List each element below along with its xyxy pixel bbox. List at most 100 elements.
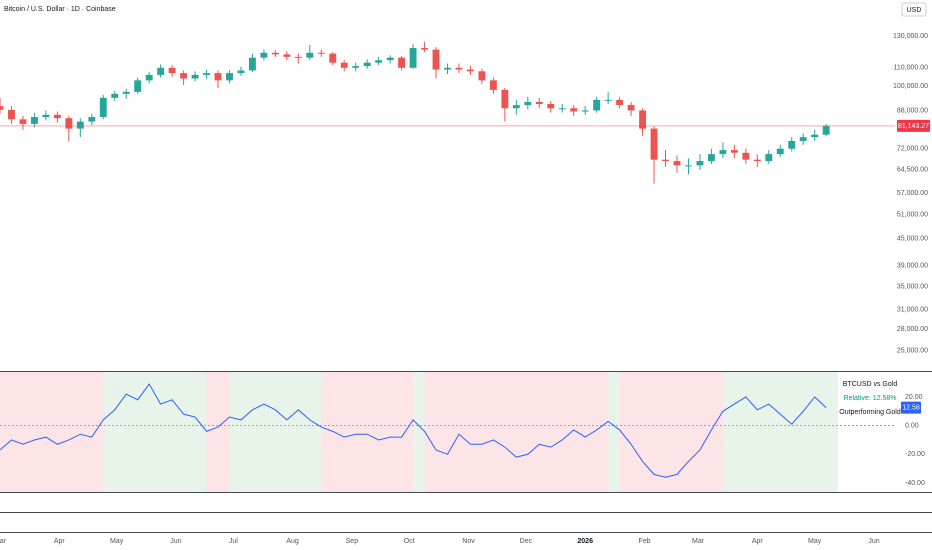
- regime-band: [757, 372, 770, 492]
- x-tick-label: Mar: [0, 538, 7, 545]
- regime-band: [114, 372, 127, 492]
- relative-line: [0, 383, 827, 478]
- regime-band: [321, 372, 334, 492]
- currency-button[interactable]: [901, 2, 927, 17]
- candle-body: [627, 105, 635, 111]
- regime-band: [562, 372, 575, 492]
- y-tick-label: 39,000.00: [897, 263, 928, 270]
- candle-body: [53, 114, 61, 119]
- regime-band: [585, 372, 597, 492]
- regime-band: [332, 372, 345, 492]
- candle-body: [0, 106, 4, 110]
- candle-body: [248, 57, 256, 71]
- candle-body: [260, 52, 268, 58]
- regime-band: [527, 372, 540, 492]
- candle-body: [467, 69, 474, 72]
- candle-body: [639, 110, 647, 129]
- regime-band: [252, 372, 265, 492]
- regime-band: [654, 372, 666, 492]
- regime-band: [263, 372, 276, 492]
- candle-body: [421, 48, 428, 50]
- candle-body: [524, 101, 532, 106]
- x-tick-label: Apr: [54, 538, 66, 545]
- candle-body: [558, 108, 566, 110]
- regime-band: [45, 372, 58, 492]
- regime-band: [436, 372, 448, 492]
- candle-body: [650, 128, 658, 160]
- regime-band: [745, 372, 758, 492]
- regime-band: [378, 372, 391, 492]
- x-tick-label: Aug: [286, 538, 299, 545]
- y-tick-label: 130,000.00: [893, 33, 928, 40]
- last-value-box: [901, 401, 921, 414]
- regime-band: [447, 372, 460, 492]
- x-tick-label: 2026: [577, 538, 593, 545]
- regime-band: [57, 372, 70, 492]
- regime-band: [734, 372, 747, 492]
- y-tick-label: 28,000.00: [897, 326, 928, 333]
- regime-band: [688, 372, 701, 492]
- x-tick-label: Feb: [638, 538, 650, 545]
- y-tick-label: 0.00: [905, 422, 919, 429]
- candle-body: [593, 99, 601, 111]
- candle-body: [375, 60, 383, 63]
- x-tick-label: Mar: [692, 538, 705, 545]
- regime-band: [275, 372, 288, 492]
- candle-body: [294, 56, 302, 58]
- candle-body: [30, 117, 38, 124]
- regime-band: [803, 372, 815, 492]
- candle-body: [788, 140, 796, 149]
- candle-body: [283, 54, 291, 57]
- candle-body: [685, 165, 692, 167]
- regime-band: [550, 372, 563, 492]
- regime-band: [596, 372, 609, 492]
- regime-band: [149, 372, 161, 492]
- regime-band: [126, 372, 138, 492]
- regime-band: [286, 372, 299, 492]
- last-price-label: 81,143.27: [898, 123, 929, 130]
- x-tick-label: May: [110, 538, 124, 545]
- y-tick-label: 25,000.00: [897, 348, 928, 355]
- candle-body: [765, 154, 773, 162]
- currency-label[interactable]: USD: [907, 7, 922, 14]
- regime-band: [298, 372, 311, 492]
- regime-band: [539, 372, 552, 492]
- candle-body: [696, 161, 704, 166]
- regime-band: [91, 372, 104, 492]
- candle-body: [157, 67, 165, 75]
- candle-body: [776, 148, 784, 155]
- indicator-value-text: Relative: 12.58%: [844, 395, 897, 402]
- y-tick-label: 45,000.00: [897, 235, 928, 242]
- candle-body: [730, 150, 738, 153]
- y-tick-label: 110,000.00: [893, 65, 928, 72]
- candle-body: [306, 52, 314, 58]
- regime-band: [34, 372, 47, 492]
- regime-band: [516, 372, 529, 492]
- indicator-status: Outperforming Gold: [839, 409, 901, 416]
- y-tick-label: 31,000.00: [897, 306, 928, 313]
- regime-band: [11, 372, 24, 492]
- candle-body: [673, 161, 681, 166]
- candle-body: [604, 99, 612, 101]
- regime-band: [814, 372, 827, 492]
- candle-body: [19, 119, 27, 124]
- candle-body: [799, 137, 807, 141]
- candle-body: [753, 159, 761, 162]
- regime-band: [768, 372, 781, 492]
- candle-body: [317, 52, 325, 54]
- regime-band: [791, 372, 804, 492]
- regime-band: [699, 372, 712, 492]
- regime-band: [218, 372, 230, 492]
- candle-body: [203, 73, 210, 75]
- x-tick-label: May: [808, 538, 822, 545]
- regime-band: [309, 372, 322, 492]
- regime-band: [367, 372, 379, 492]
- candle-body: [570, 108, 578, 112]
- regime-band: [160, 372, 173, 492]
- candle-body: [811, 134, 819, 138]
- y-tick-label: -20.00: [905, 451, 925, 458]
- candle-body: [581, 110, 589, 112]
- y-tick-label: 100,000.00: [893, 83, 928, 90]
- x-tick-label: Nov: [462, 538, 475, 545]
- regime-band: [780, 372, 793, 492]
